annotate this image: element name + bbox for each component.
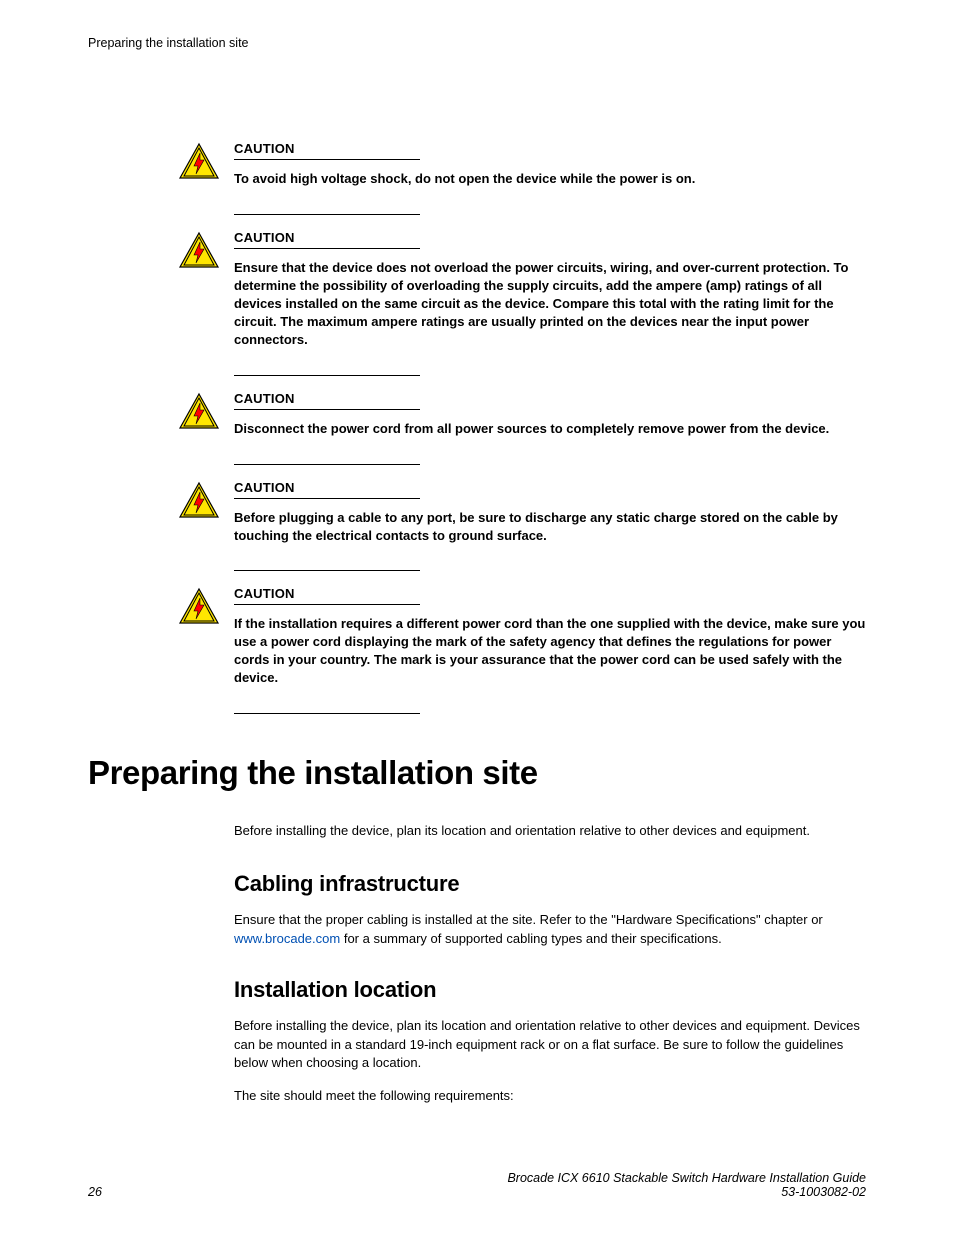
page-number: 26 xyxy=(88,1185,102,1199)
caution-block: CAUTION To avoid high voltage shock, do … xyxy=(178,140,866,188)
rule xyxy=(234,713,420,714)
subheading-location: Installation location xyxy=(234,977,866,1003)
doc-title: Brocade ICX 6610 Stackable Switch Hardwa… xyxy=(507,1171,866,1185)
running-header: Preparing the installation site xyxy=(88,36,866,50)
caution-body: CAUTION Before plugging a cable to any p… xyxy=(234,479,866,545)
caution-label: CAUTION xyxy=(234,480,420,499)
caution-block: CAUTION Disconnect the power cord from a… xyxy=(178,390,866,438)
page: Preparing the installation site CAUTION … xyxy=(0,0,954,1235)
subheading-cabling: Cabling infrastructure xyxy=(234,871,866,897)
caution-text: To avoid high voltage shock, do not open… xyxy=(234,170,866,188)
caution-text: Ensure that the device does not overload… xyxy=(234,259,866,349)
location-p2: The site should meet the following requi… xyxy=(234,1087,866,1106)
caution-label: CAUTION xyxy=(234,230,420,249)
rule xyxy=(234,214,420,215)
caution-text: Disconnect the power cord from all power… xyxy=(234,420,866,438)
cabling-paragraph: Ensure that the proper cabling is instal… xyxy=(234,911,866,949)
caution-block: CAUTION If the installation requires a d… xyxy=(178,585,866,687)
caution-label: CAUTION xyxy=(234,586,420,605)
caution-icon xyxy=(178,481,224,524)
caution-icon xyxy=(178,587,224,630)
rule xyxy=(234,570,420,571)
link-brocade[interactable]: www.brocade.com xyxy=(234,931,340,946)
caution-icon xyxy=(178,142,224,185)
rule xyxy=(234,375,420,376)
caution-body: CAUTION To avoid high voltage shock, do … xyxy=(234,140,866,188)
doc-number: 53-1003082-02 xyxy=(507,1185,866,1199)
caution-icon xyxy=(178,231,224,274)
rule xyxy=(234,464,420,465)
page-footer: 26 Brocade ICX 6610 Stackable Switch Har… xyxy=(88,1171,866,1199)
caution-body: CAUTION If the installation requires a d… xyxy=(234,585,866,687)
caution-text: Before plugging a cable to any port, be … xyxy=(234,509,866,545)
text-run: for a summary of supported cabling types… xyxy=(340,931,722,946)
location-p1: Before installing the device, plan its l… xyxy=(234,1017,866,1074)
caution-block: CAUTION Before plugging a cable to any p… xyxy=(178,479,866,545)
caution-icon xyxy=(178,392,224,435)
caution-body: CAUTION Ensure that the device does not … xyxy=(234,229,866,349)
caution-text: If the installation requires a different… xyxy=(234,615,866,687)
caution-block: CAUTION Ensure that the device does not … xyxy=(178,229,866,349)
footer-right: Brocade ICX 6610 Stackable Switch Hardwa… xyxy=(507,1171,866,1199)
text-run: Ensure that the proper cabling is instal… xyxy=(234,912,823,927)
caution-body: CAUTION Disconnect the power cord from a… xyxy=(234,390,866,438)
caution-label: CAUTION xyxy=(234,391,420,410)
section-intro: Before installing the device, plan its l… xyxy=(234,822,866,841)
section-heading: Preparing the installation site xyxy=(88,754,866,792)
caution-label: CAUTION xyxy=(234,141,420,160)
